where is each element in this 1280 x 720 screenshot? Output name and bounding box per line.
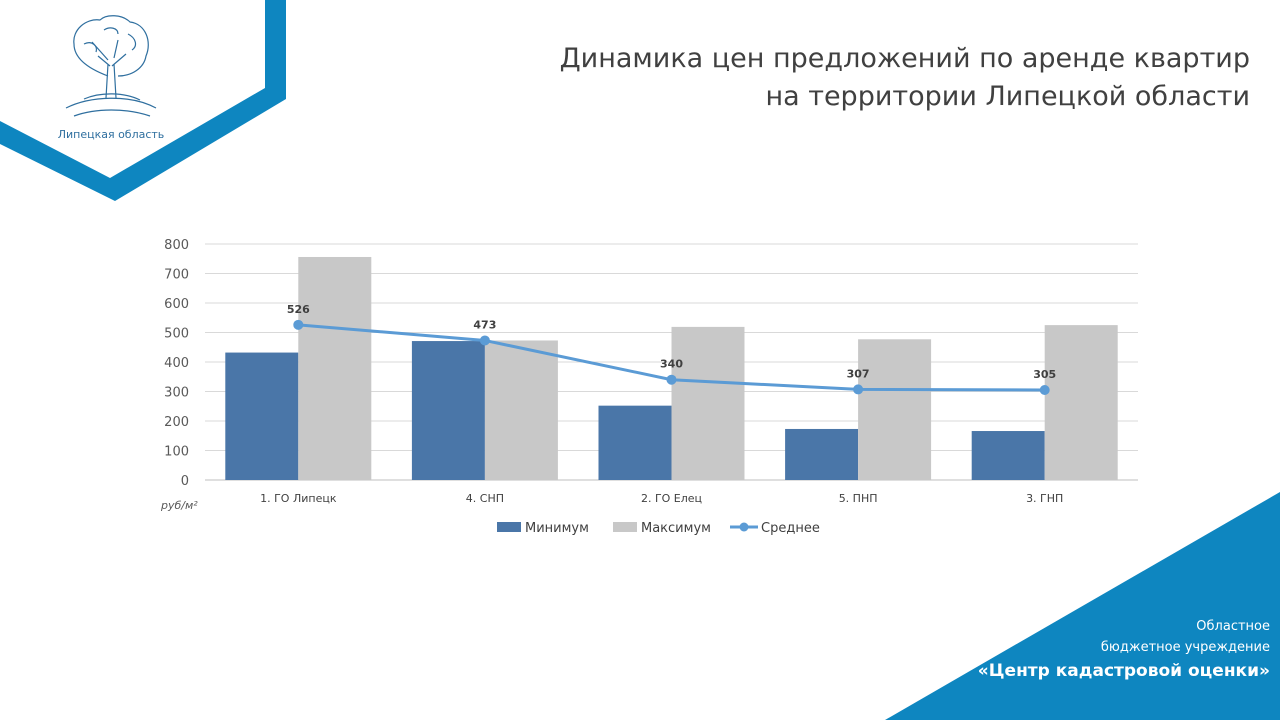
y-tick-label: 300 <box>164 386 189 401</box>
average-point <box>853 384 864 395</box>
bar-maximum <box>484 340 558 480</box>
unit-label: руб/м² <box>160 499 198 512</box>
legend-label-maximum: Максимум <box>641 521 711 536</box>
organization-name: Областное бюджетное учреждение «Центр ка… <box>978 616 1270 684</box>
tree-logo-icon <box>65 15 157 117</box>
y-tick-label: 500 <box>164 327 189 342</box>
x-tick-label: 5. ПНП <box>839 492 878 505</box>
legend-swatch-maximum <box>613 522 637 532</box>
legend-label-minimum: Минимум <box>525 521 589 536</box>
x-tick-label: 2. ГО Елец <box>641 492 702 505</box>
x-tick-label: 4. СНП <box>466 492 504 505</box>
legend: Минимум Максимум Среднее <box>497 521 820 536</box>
y-axis-ticks: 0 100 200 300 400 500 600 700 800 <box>164 238 189 489</box>
title-line-2: на территории Липецкой области <box>765 81 1250 112</box>
y-tick-label: 0 <box>181 474 189 489</box>
bar-maximum <box>1044 325 1118 480</box>
org-line-1: Областное <box>1196 619 1270 634</box>
y-tick-label: 200 <box>164 415 189 430</box>
average-point <box>666 374 677 385</box>
legend-swatch-minimum <box>497 522 521 532</box>
legend-marker-average <box>739 522 749 532</box>
average-line: 526 473 340 307 305 <box>287 303 1056 396</box>
page-title: Динамика цен предложений по аренде кварт… <box>560 40 1250 116</box>
average-data-label: 526 <box>287 303 310 316</box>
x-tick-label: 3. ГНП <box>1026 492 1063 505</box>
average-point <box>293 319 304 330</box>
bar-minimum <box>785 428 859 480</box>
y-tick-label: 400 <box>164 356 189 371</box>
y-tick-label: 700 <box>164 268 189 283</box>
x-axis-ticks: 1. ГО Липецк 4. СНП 2. ГО Елец 5. ПНП 3. ГНП <box>260 492 1063 505</box>
average-data-label: 307 <box>847 367 870 380</box>
y-tick-label: 600 <box>164 297 189 312</box>
bottom-right-triangle <box>885 492 1280 720</box>
title-line-1: Динамика цен предложений по аренде кварт… <box>559 43 1250 74</box>
average-data-label: 305 <box>1033 368 1056 381</box>
bar-minimum <box>971 431 1045 480</box>
org-line-2: бюджетное учреждение <box>1100 640 1270 655</box>
logo-caption: Липецкая область <box>57 128 165 141</box>
average-point <box>479 335 490 346</box>
bar-maximum <box>298 256 372 480</box>
y-tick-label: 100 <box>164 445 189 460</box>
bars <box>225 256 1118 480</box>
average-point <box>1039 385 1050 396</box>
legend-label-average: Среднее <box>761 521 820 536</box>
bar-maximum <box>671 326 745 480</box>
org-line-3: «Центр кадастровой оценки» <box>977 661 1270 681</box>
top-left-chevron <box>0 0 286 201</box>
x-tick-label: 1. ГО Липецк <box>260 492 337 505</box>
bar-maximum <box>858 339 932 480</box>
bar-minimum <box>225 352 299 480</box>
average-data-label: 473 <box>473 318 496 331</box>
y-tick-label: 800 <box>164 238 189 253</box>
average-data-label: 340 <box>660 358 683 371</box>
bar-minimum <box>598 405 672 480</box>
bar-minimum <box>411 341 485 480</box>
